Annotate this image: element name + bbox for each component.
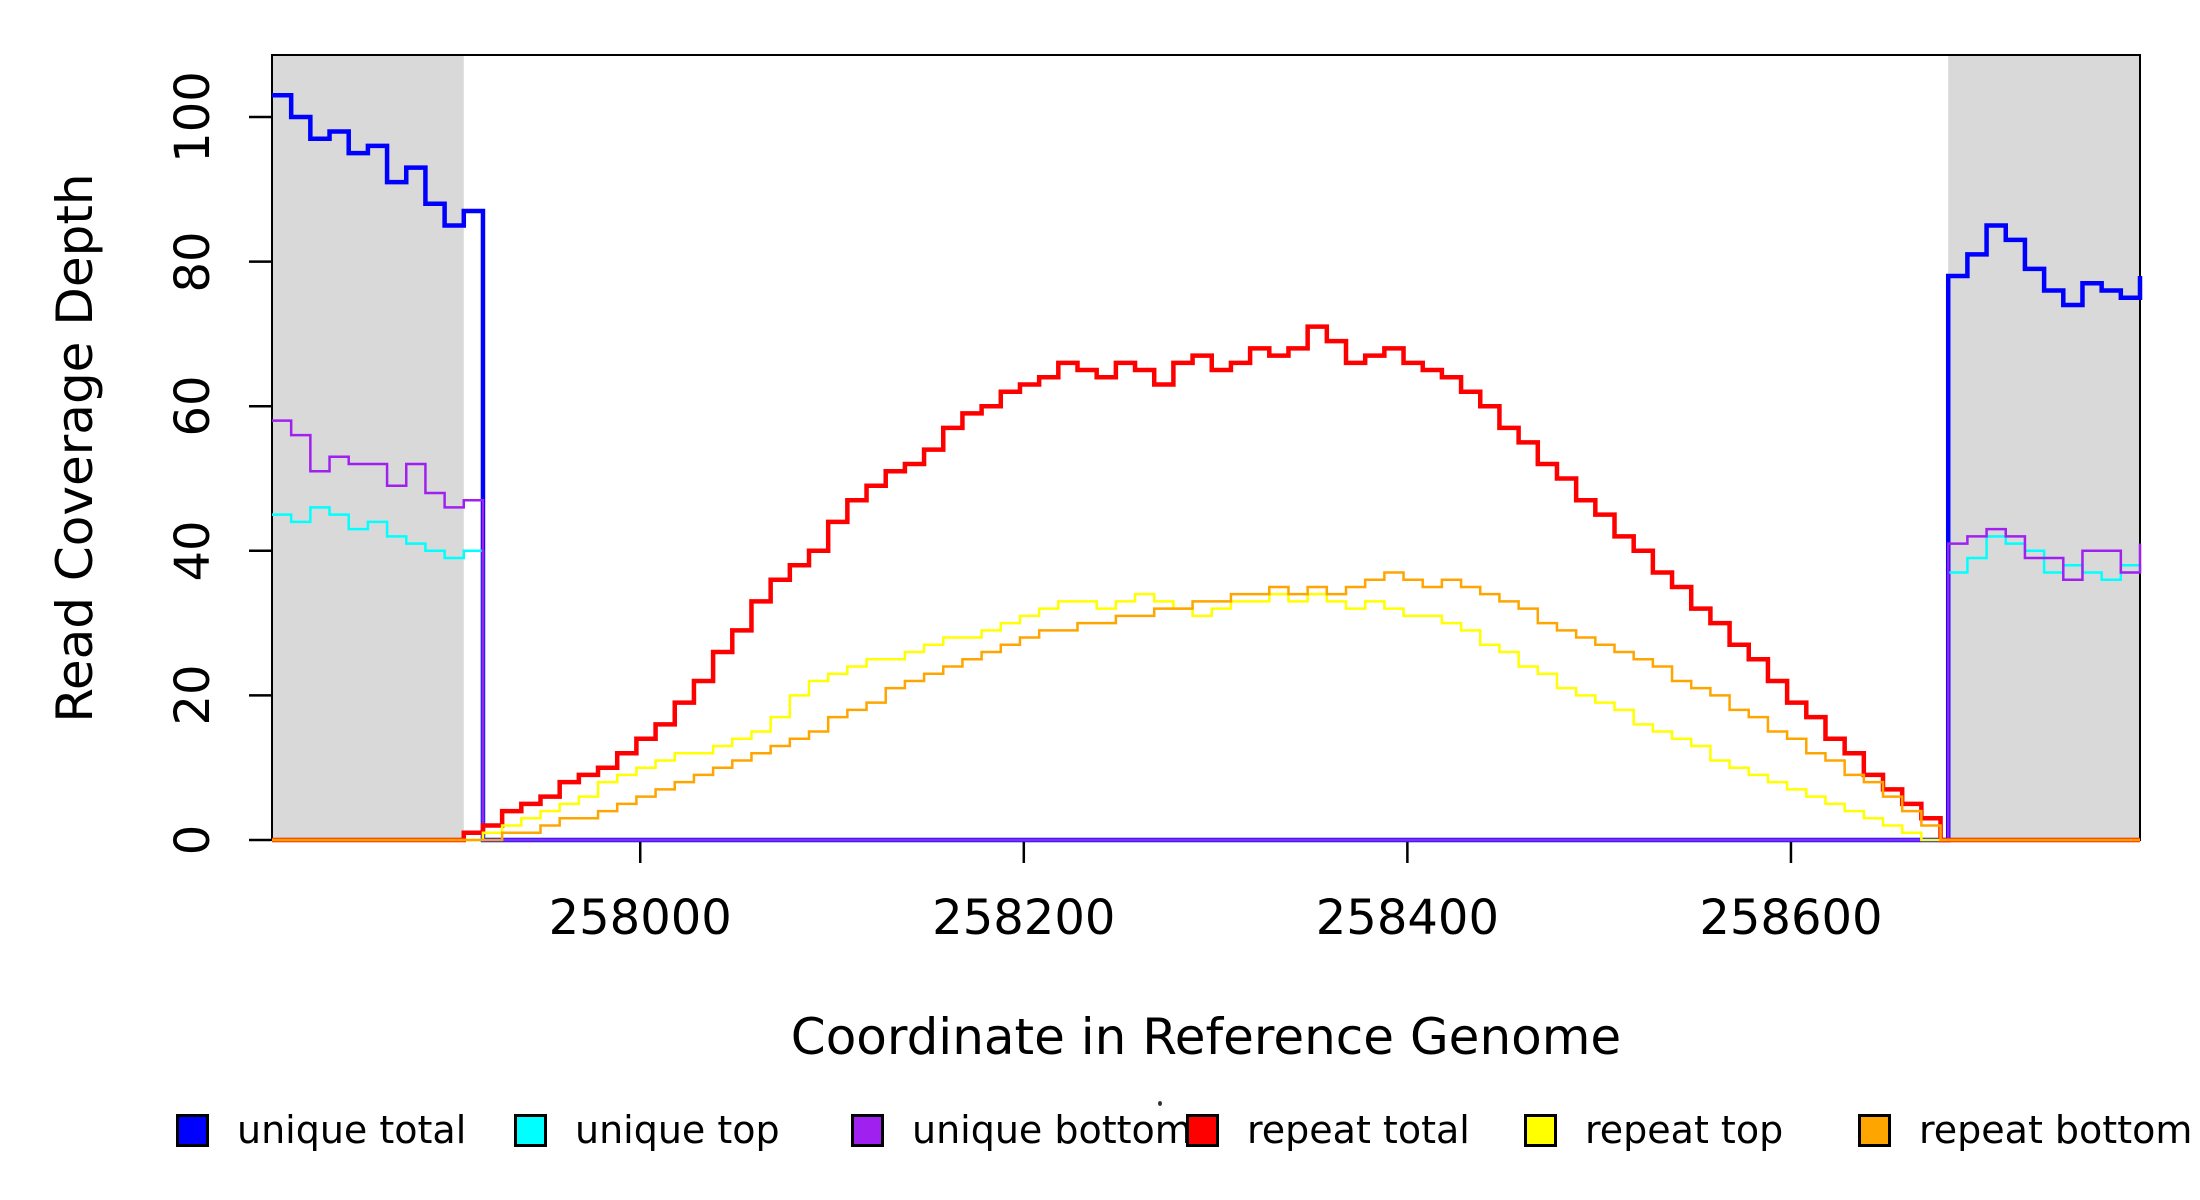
shaded-unique-region-1 xyxy=(272,55,464,840)
legend-item-repeat-bottom: repeat bottom xyxy=(1858,1106,2192,1154)
legend-swatch-repeat-top xyxy=(1524,1113,1557,1147)
legend-label: repeat top xyxy=(1585,1108,1784,1152)
legend-label: repeat bottom xyxy=(1919,1108,2193,1152)
legend-swatch-unique-bottom xyxy=(851,1113,884,1147)
series-line-repeat-top xyxy=(272,592,2140,842)
x-tick-label-258000: 258000 xyxy=(548,890,732,946)
legend-item-unique-total: unique total xyxy=(176,1106,466,1154)
series-line-unique-total xyxy=(272,93,2143,843)
y-tick-label-0: 0 xyxy=(165,824,221,856)
series-line-unique-bottom xyxy=(272,419,2142,842)
legend-label: unique top xyxy=(575,1108,780,1152)
legend-item-repeat-total: repeat total xyxy=(1186,1106,1470,1154)
legend-swatch-repeat-bottom xyxy=(1858,1113,1891,1147)
legend-item-unique-top: unique top xyxy=(514,1106,780,1154)
y-tick-label-80: 80 xyxy=(165,231,221,293)
series-line-unique-top xyxy=(272,506,2142,842)
legend-label: repeat total xyxy=(1247,1108,1470,1152)
y-tick-label-20: 20 xyxy=(165,664,221,726)
legend-item-unique-bottom: unique bottom xyxy=(851,1106,1192,1154)
plot-box-border xyxy=(271,54,2141,841)
series-line-repeat-bottom xyxy=(272,571,2140,842)
y-axis-title: Read Coverage Depth xyxy=(46,173,104,723)
x-tick-label-258200: 258200 xyxy=(932,890,1116,946)
shaded-unique-region-2 xyxy=(1948,55,2140,840)
legend-swatch-unique-top xyxy=(514,1113,547,1147)
legend-swatch-repeat-total xyxy=(1186,1113,1219,1147)
x-axis-title: Coordinate in Reference Genome xyxy=(790,1008,1622,1066)
series-line-repeat-total xyxy=(272,324,2140,843)
y-tick-label-60: 60 xyxy=(165,375,221,437)
legend-swatch-unique-total xyxy=(176,1113,209,1147)
legend-label: unique bottom xyxy=(912,1108,1192,1152)
legend-label: unique total xyxy=(237,1108,467,1152)
legend-item-repeat-top: repeat top xyxy=(1524,1106,1783,1154)
y-tick-label-100: 100 xyxy=(165,71,221,163)
legend-artifact-dot xyxy=(1158,1101,1162,1106)
y-tick-label-40: 40 xyxy=(165,520,221,582)
x-tick-label-258600: 258600 xyxy=(1699,890,1883,946)
x-tick-label-258400: 258400 xyxy=(1315,890,1499,946)
